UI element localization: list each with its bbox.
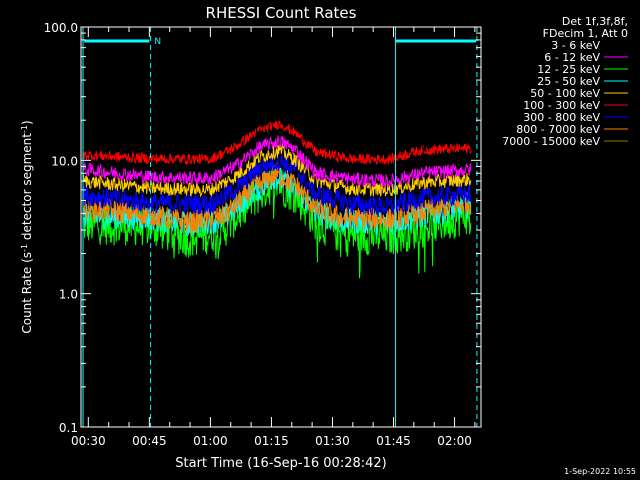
series-line	[82, 113, 427, 153]
x-axis-label: Start Time (16-Sep-16 00:28:42)	[175, 456, 386, 471]
series-line	[82, 118, 472, 166]
chart-title: RHESSI Count Rates	[206, 4, 357, 22]
timestamp: 1-Sep-2022 10:55	[564, 467, 636, 476]
legend-label: 800 - 7000 keV	[516, 123, 600, 136]
legend-label: 50 - 100 keV	[530, 87, 600, 100]
series-layer	[82, 113, 472, 279]
legend-label: 6 - 12 keV	[544, 51, 600, 64]
legend-label: 3 - 6 keV	[551, 39, 600, 52]
series-line	[82, 167, 472, 237]
legend-label: 100 - 300 keV	[523, 99, 600, 112]
x-axis: 00:30 00:45 01:00 01:15 01:30 01:45 02:00	[71, 27, 476, 448]
interval-label: N	[154, 37, 161, 47]
y-axis-label: Count Rate (s-1 detector segment-1)	[20, 120, 34, 333]
x-tick-label: 01:00	[193, 434, 228, 448]
y-tick-label: 100.0	[44, 21, 78, 35]
series-line	[82, 142, 472, 198]
plot-area: N	[82, 27, 478, 427]
legend-label: 7000 - 15000 keV	[502, 135, 600, 148]
x-tick-label: 01:30	[315, 434, 350, 448]
legend-label: 25 - 50 keV	[537, 75, 600, 88]
marker-layer: N	[82, 27, 478, 427]
legend-header: FDecim 1, Att 0	[543, 27, 628, 40]
series-line	[82, 151, 472, 216]
x-tick-label: 01:15	[254, 434, 289, 448]
series-line	[82, 167, 472, 279]
y-tick-label: 0.1	[59, 421, 78, 435]
series-line	[82, 162, 472, 235]
x-tick-label: 00:45	[132, 434, 167, 448]
y-axis: 100.0 10.0 1.0 0.1	[44, 21, 481, 435]
legend-label: 300 - 800 keV	[523, 111, 600, 124]
legend-header: Det 1f,3f,8f,	[562, 15, 628, 28]
y-tick-label: 10.0	[51, 154, 78, 168]
x-tick-label: 00:30	[71, 434, 106, 448]
series-line	[82, 135, 472, 189]
x-tick-label: 02:00	[437, 434, 472, 448]
legend-label: 12 - 25 keV	[537, 63, 600, 76]
plot-frame	[80, 26, 482, 428]
x-tick-label: 01:45	[376, 434, 411, 448]
y-tick-label: 1.0	[59, 288, 78, 302]
